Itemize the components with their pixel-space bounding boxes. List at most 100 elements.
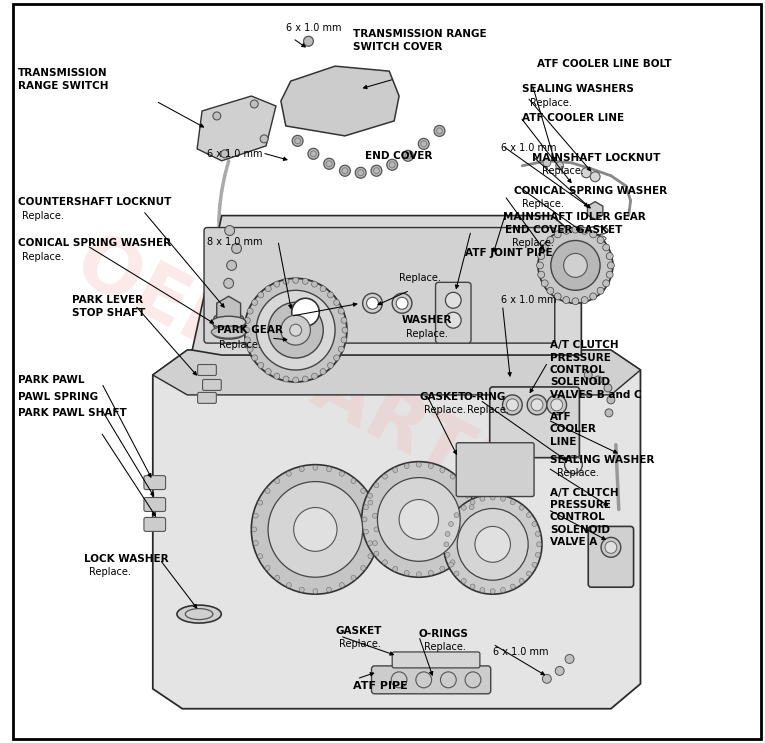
Text: ATF COOLER LINE BOLT: ATF COOLER LINE BOLT [537,59,672,69]
Circle shape [258,500,263,505]
Circle shape [382,474,388,479]
FancyBboxPatch shape [203,380,221,390]
Circle shape [334,299,340,305]
Circle shape [465,541,470,545]
Circle shape [542,244,549,251]
Circle shape [283,376,289,382]
Circle shape [519,505,524,510]
Circle shape [547,395,567,415]
Text: ATF COOLER LINE: ATF COOLER LINE [522,113,624,123]
Circle shape [418,138,429,149]
Circle shape [510,584,516,589]
Circle shape [454,571,459,576]
Circle shape [320,286,326,292]
Circle shape [363,529,369,534]
Circle shape [526,571,532,576]
Text: END COVER: END COVER [365,151,432,160]
Circle shape [461,505,467,510]
Circle shape [572,226,579,233]
Circle shape [327,467,331,472]
Ellipse shape [214,321,243,331]
Circle shape [555,293,562,300]
Text: Replace.: Replace. [424,405,466,415]
Text: STOP SHAFT: STOP SHAFT [72,308,145,318]
Text: 6 x 1.0 mm: 6 x 1.0 mm [500,143,556,153]
Circle shape [402,150,413,161]
Circle shape [428,464,433,469]
Circle shape [470,500,475,504]
Circle shape [416,572,422,577]
Circle shape [374,527,379,532]
FancyBboxPatch shape [392,652,480,668]
Text: 6 x 1.0 mm: 6 x 1.0 mm [286,23,341,33]
Text: PARK PAWL: PARK PAWL [18,375,84,385]
Circle shape [527,395,547,415]
Circle shape [393,467,398,473]
FancyBboxPatch shape [588,527,633,587]
Polygon shape [153,350,640,395]
Circle shape [450,559,455,565]
FancyBboxPatch shape [144,498,165,511]
Circle shape [327,292,334,298]
Circle shape [360,488,366,493]
Circle shape [581,227,588,234]
Circle shape [292,135,303,146]
Circle shape [591,172,600,182]
Circle shape [327,587,331,592]
Circle shape [265,488,270,493]
Circle shape [244,337,250,343]
Circle shape [250,100,259,108]
Circle shape [563,227,570,234]
Circle shape [283,279,289,285]
Text: Replace.: Replace. [21,210,63,221]
Circle shape [606,253,614,259]
Circle shape [253,541,259,545]
Circle shape [258,292,264,298]
Circle shape [555,231,562,238]
Circle shape [299,587,304,592]
Circle shape [252,527,257,532]
Circle shape [363,504,369,510]
Circle shape [247,346,253,352]
Circle shape [536,552,540,557]
Text: Replace.: Replace. [424,642,466,652]
Text: COUNTERSHAFT LOCKNUT: COUNTERSHAFT LOCKNUT [18,197,171,207]
Circle shape [256,291,335,370]
Circle shape [293,277,298,283]
Circle shape [603,280,610,287]
Circle shape [572,298,579,305]
Circle shape [320,369,326,374]
Polygon shape [197,96,276,160]
Circle shape [564,253,588,277]
Text: GASKET: GASKET [420,392,466,402]
Circle shape [500,496,506,502]
Text: A/T CLUTCH
PRESSURE
CONTROL
SOLENOID
VALVE A: A/T CLUTCH PRESSURE CONTROL SOLENOID VAL… [550,487,618,547]
Circle shape [367,541,373,545]
FancyBboxPatch shape [456,443,534,496]
Circle shape [286,583,291,588]
Circle shape [324,158,334,169]
Circle shape [377,478,461,561]
Circle shape [252,355,258,361]
Text: GASKET: GASKET [335,626,382,636]
FancyBboxPatch shape [144,517,165,531]
Circle shape [268,481,363,577]
Text: SEALING WASHERS: SEALING WASHERS [522,84,634,94]
Circle shape [341,337,347,343]
Circle shape [519,579,524,583]
Text: CONICAL SPRING WASHER: CONICAL SPRING WASHER [18,239,171,248]
Circle shape [503,395,522,415]
FancyBboxPatch shape [144,476,165,490]
Ellipse shape [363,293,382,314]
Text: Replace.: Replace. [399,273,441,283]
Text: CONICAL SPRING WASHER: CONICAL SPRING WASHER [514,186,668,195]
Circle shape [371,165,382,176]
Circle shape [342,327,348,333]
Circle shape [393,566,398,571]
Circle shape [547,288,554,294]
Circle shape [311,373,317,379]
Text: Replace.: Replace. [530,98,572,108]
Circle shape [286,471,291,476]
Circle shape [404,571,409,575]
Circle shape [243,327,249,333]
